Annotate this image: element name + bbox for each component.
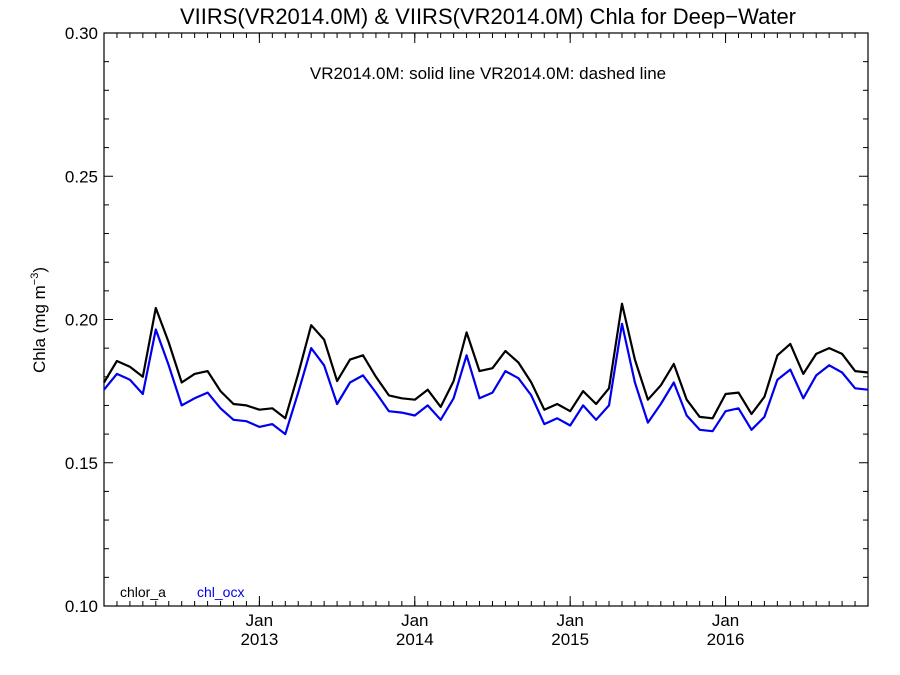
series-line-chlor-a [103,302,869,420]
y-tick-label: 0.20 [65,311,98,330]
series-lines [103,302,869,436]
y-axis: 0.10 0.15 0.20 0.25 0.30 [65,24,868,616]
y-tick-label: 0.30 [65,24,98,43]
y-axis-label-exponent: −3 [29,273,41,286]
chart-title: VIIRS(VR2014.0M) & VIIRS(VR2014.0M) Chla… [180,4,796,29]
chart-subtitle: VR2014.0M: solid line VR2014.0M: dashed … [310,64,666,83]
y-axis-label-close: ) [30,267,49,273]
x-tick-label-year: 2013 [240,630,278,649]
y-tick-label: 0.10 [65,597,98,616]
x-tick-label-month: Jan [556,611,583,630]
x-tick-label-year: 2015 [551,630,589,649]
y-tick-label: 0.25 [65,167,98,186]
legend-chlor-a: chlor_a [120,584,166,600]
y-axis-label-main: Chla (mg m [30,285,49,373]
x-tick-label-year: 2014 [396,630,434,649]
y-axis-label: Chla (mg m−3) [29,267,49,373]
x-tick-label-month: Jan [246,611,273,630]
series-line-chl-ocx [103,322,869,436]
x-tick-label-month: Jan [401,611,428,630]
legend-chl-ocx: chl_ocx [197,584,244,600]
y-tick-label: 0.15 [65,454,98,473]
plot-frame [103,32,869,607]
x-tick-label-year: 2016 [707,630,745,649]
x-tick-label-month: Jan [712,611,739,630]
